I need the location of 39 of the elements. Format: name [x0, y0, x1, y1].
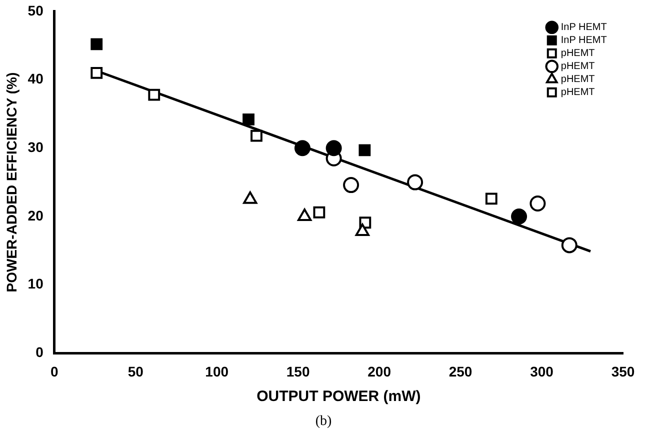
point	[326, 140, 342, 156]
point	[343, 177, 360, 194]
y-axis-title: POWER-ADDED EFFICIENCY (%)	[3, 72, 20, 292]
point	[561, 237, 578, 254]
point	[530, 195, 546, 212]
point	[407, 174, 424, 190]
y-tick-label: 40	[28, 70, 44, 87]
x-tick-label: 200	[368, 363, 392, 380]
point	[242, 113, 254, 126]
point	[148, 88, 160, 101]
point	[313, 206, 326, 218]
x-axis-title: OUTPUT POWER (mW)	[256, 388, 421, 406]
legend-label: pHEMT	[560, 74, 595, 86]
point	[90, 66, 103, 79]
point	[294, 140, 310, 156]
x-tick-label: 250	[448, 363, 472, 380]
legend-label: InP HEMT	[560, 35, 607, 46]
legend-label: pHEMT	[560, 61, 595, 72]
point	[90, 38, 103, 50]
y-tick-label: 20	[28, 207, 44, 224]
x-tick-label: 150	[286, 363, 310, 380]
point	[355, 224, 370, 236]
point	[250, 130, 262, 142]
point	[485, 192, 498, 205]
x-tick-label: 50	[128, 363, 144, 380]
y-tick-label: 10	[28, 276, 44, 292]
y-tick-label: 0	[36, 344, 44, 360]
text: (b)	[314, 414, 333, 430]
y-tick-label: 30	[28, 138, 44, 155]
point	[358, 144, 371, 156]
point	[511, 208, 528, 224]
legend-label: pHEMT	[560, 87, 595, 98]
legend-label: pHEMT	[560, 48, 595, 60]
x-tick-label: 350	[611, 363, 635, 380]
legend-label: InP HEMT	[560, 22, 607, 34]
x-tick-label: 0	[50, 363, 58, 380]
x-tick-label: 100	[205, 363, 229, 380]
y-tick-label: 50	[28, 2, 44, 18]
x-tick-label: 300	[530, 363, 554, 380]
